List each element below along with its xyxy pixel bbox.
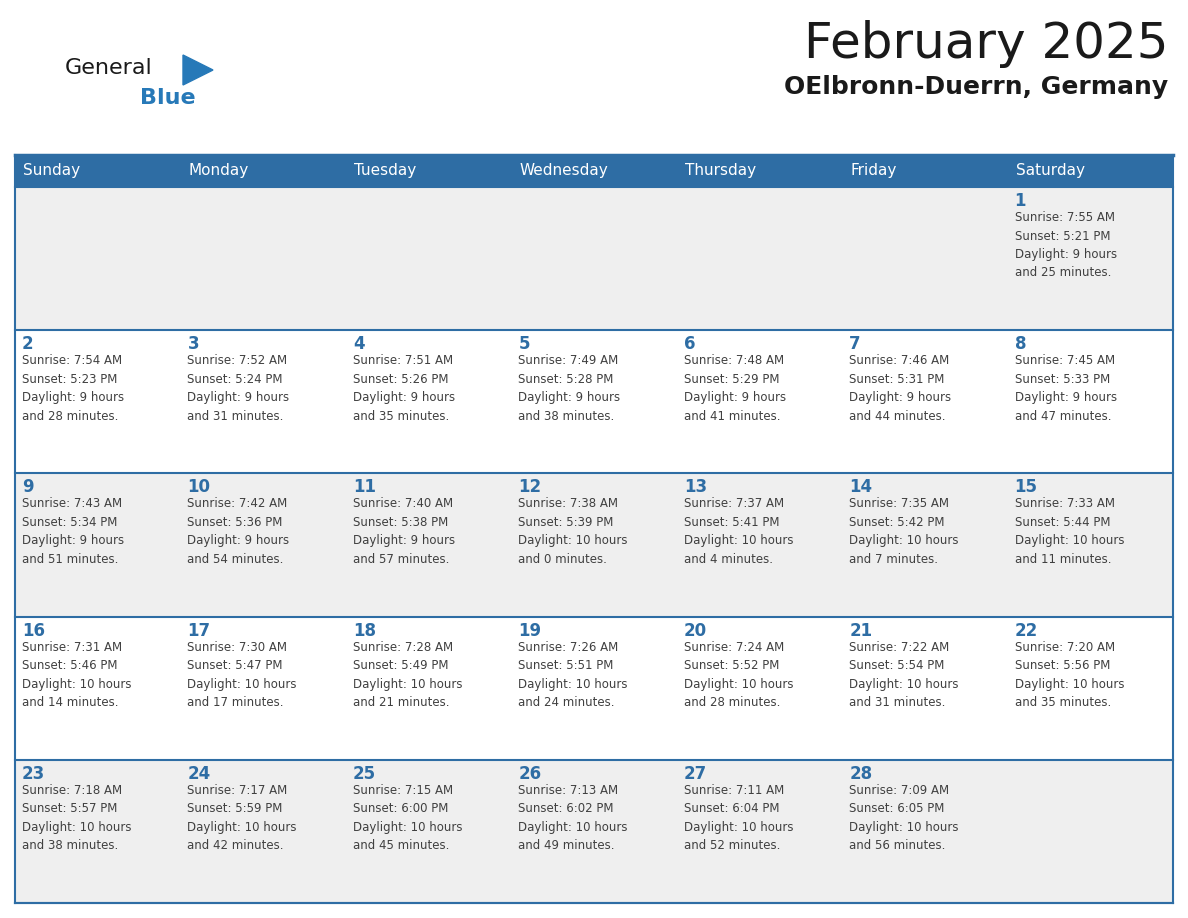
Text: Friday: Friday: [851, 163, 897, 178]
Text: Sunrise: 7:09 AM
Sunset: 6:05 PM
Daylight: 10 hours
and 56 minutes.: Sunrise: 7:09 AM Sunset: 6:05 PM Dayligh…: [849, 784, 959, 852]
Text: 6: 6: [684, 335, 695, 353]
Text: 1: 1: [1015, 192, 1026, 210]
Text: 21: 21: [849, 621, 872, 640]
Text: 22: 22: [1015, 621, 1038, 640]
Text: Wednesday: Wednesday: [519, 163, 608, 178]
Text: Sunrise: 7:52 AM
Sunset: 5:24 PM
Daylight: 9 hours
and 31 minutes.: Sunrise: 7:52 AM Sunset: 5:24 PM Dayligh…: [188, 354, 290, 422]
Text: 8: 8: [1015, 335, 1026, 353]
Text: Sunrise: 7:13 AM
Sunset: 6:02 PM
Daylight: 10 hours
and 49 minutes.: Sunrise: 7:13 AM Sunset: 6:02 PM Dayligh…: [518, 784, 627, 852]
Text: Sunrise: 7:28 AM
Sunset: 5:49 PM
Daylight: 10 hours
and 21 minutes.: Sunrise: 7:28 AM Sunset: 5:49 PM Dayligh…: [353, 641, 462, 709]
Text: Sunday: Sunday: [23, 163, 80, 178]
Text: 25: 25: [353, 765, 375, 783]
Text: Sunrise: 7:48 AM
Sunset: 5:29 PM
Daylight: 9 hours
and 41 minutes.: Sunrise: 7:48 AM Sunset: 5:29 PM Dayligh…: [684, 354, 785, 422]
Bar: [15, 760, 1173, 903]
Polygon shape: [183, 55, 213, 85]
Bar: [1007, 155, 1173, 187]
Text: 11: 11: [353, 478, 375, 497]
Text: Saturday: Saturday: [1016, 163, 1085, 178]
Text: Sunrise: 7:51 AM
Sunset: 5:26 PM
Daylight: 9 hours
and 35 minutes.: Sunrise: 7:51 AM Sunset: 5:26 PM Dayligh…: [353, 354, 455, 422]
Bar: [181, 155, 346, 187]
Bar: [677, 155, 842, 187]
Text: 20: 20: [684, 621, 707, 640]
Text: Sunrise: 7:43 AM
Sunset: 5:34 PM
Daylight: 9 hours
and 51 minutes.: Sunrise: 7:43 AM Sunset: 5:34 PM Dayligh…: [23, 498, 124, 565]
Text: Sunrise: 7:49 AM
Sunset: 5:28 PM
Daylight: 9 hours
and 38 minutes.: Sunrise: 7:49 AM Sunset: 5:28 PM Dayligh…: [518, 354, 620, 422]
Bar: [842, 155, 1007, 187]
Text: Sunrise: 7:46 AM
Sunset: 5:31 PM
Daylight: 9 hours
and 44 minutes.: Sunrise: 7:46 AM Sunset: 5:31 PM Dayligh…: [849, 354, 952, 422]
Text: 9: 9: [23, 478, 33, 497]
Text: 28: 28: [849, 765, 872, 783]
Text: Thursday: Thursday: [684, 163, 756, 178]
Bar: [15, 155, 181, 187]
Text: Sunrise: 7:42 AM
Sunset: 5:36 PM
Daylight: 9 hours
and 54 minutes.: Sunrise: 7:42 AM Sunset: 5:36 PM Dayligh…: [188, 498, 290, 565]
Text: Sunrise: 7:22 AM
Sunset: 5:54 PM
Daylight: 10 hours
and 31 minutes.: Sunrise: 7:22 AM Sunset: 5:54 PM Dayligh…: [849, 641, 959, 709]
Text: Sunrise: 7:37 AM
Sunset: 5:41 PM
Daylight: 10 hours
and 4 minutes.: Sunrise: 7:37 AM Sunset: 5:41 PM Dayligh…: [684, 498, 794, 565]
Text: 26: 26: [518, 765, 542, 783]
Bar: [346, 155, 511, 187]
Text: 18: 18: [353, 621, 375, 640]
Text: 24: 24: [188, 765, 210, 783]
Text: 7: 7: [849, 335, 861, 353]
Text: 15: 15: [1015, 478, 1037, 497]
Bar: [15, 617, 1173, 760]
Text: Sunrise: 7:20 AM
Sunset: 5:56 PM
Daylight: 10 hours
and 35 minutes.: Sunrise: 7:20 AM Sunset: 5:56 PM Dayligh…: [1015, 641, 1124, 709]
Text: OElbronn-Duerrn, Germany: OElbronn-Duerrn, Germany: [784, 75, 1168, 99]
Text: Sunrise: 7:24 AM
Sunset: 5:52 PM
Daylight: 10 hours
and 28 minutes.: Sunrise: 7:24 AM Sunset: 5:52 PM Dayligh…: [684, 641, 794, 709]
Text: Sunrise: 7:55 AM
Sunset: 5:21 PM
Daylight: 9 hours
and 25 minutes.: Sunrise: 7:55 AM Sunset: 5:21 PM Dayligh…: [1015, 211, 1117, 279]
Bar: [15, 187, 1173, 330]
Bar: [15, 330, 1173, 474]
Text: 10: 10: [188, 478, 210, 497]
Text: 27: 27: [684, 765, 707, 783]
Bar: [15, 474, 1173, 617]
Text: 23: 23: [23, 765, 45, 783]
Text: 2: 2: [23, 335, 33, 353]
Text: Sunrise: 7:35 AM
Sunset: 5:42 PM
Daylight: 10 hours
and 7 minutes.: Sunrise: 7:35 AM Sunset: 5:42 PM Dayligh…: [849, 498, 959, 565]
Text: 19: 19: [518, 621, 542, 640]
Text: Sunrise: 7:18 AM
Sunset: 5:57 PM
Daylight: 10 hours
and 38 minutes.: Sunrise: 7:18 AM Sunset: 5:57 PM Dayligh…: [23, 784, 132, 852]
Text: Sunrise: 7:40 AM
Sunset: 5:38 PM
Daylight: 9 hours
and 57 minutes.: Sunrise: 7:40 AM Sunset: 5:38 PM Dayligh…: [353, 498, 455, 565]
Text: Sunrise: 7:45 AM
Sunset: 5:33 PM
Daylight: 9 hours
and 47 minutes.: Sunrise: 7:45 AM Sunset: 5:33 PM Dayligh…: [1015, 354, 1117, 422]
Text: General: General: [65, 58, 153, 78]
Text: Sunrise: 7:54 AM
Sunset: 5:23 PM
Daylight: 9 hours
and 28 minutes.: Sunrise: 7:54 AM Sunset: 5:23 PM Dayligh…: [23, 354, 124, 422]
Text: Sunrise: 7:33 AM
Sunset: 5:44 PM
Daylight: 10 hours
and 11 minutes.: Sunrise: 7:33 AM Sunset: 5:44 PM Dayligh…: [1015, 498, 1124, 565]
Text: February 2025: February 2025: [803, 20, 1168, 68]
Text: Sunrise: 7:30 AM
Sunset: 5:47 PM
Daylight: 10 hours
and 17 minutes.: Sunrise: 7:30 AM Sunset: 5:47 PM Dayligh…: [188, 641, 297, 709]
Text: Blue: Blue: [140, 88, 196, 108]
Text: Monday: Monday: [189, 163, 248, 178]
Text: Sunrise: 7:26 AM
Sunset: 5:51 PM
Daylight: 10 hours
and 24 minutes.: Sunrise: 7:26 AM Sunset: 5:51 PM Dayligh…: [518, 641, 627, 709]
Text: Sunrise: 7:17 AM
Sunset: 5:59 PM
Daylight: 10 hours
and 42 minutes.: Sunrise: 7:17 AM Sunset: 5:59 PM Dayligh…: [188, 784, 297, 852]
Text: Sunrise: 7:38 AM
Sunset: 5:39 PM
Daylight: 10 hours
and 0 minutes.: Sunrise: 7:38 AM Sunset: 5:39 PM Dayligh…: [518, 498, 627, 565]
Bar: [511, 155, 677, 187]
Text: Sunrise: 7:11 AM
Sunset: 6:04 PM
Daylight: 10 hours
and 52 minutes.: Sunrise: 7:11 AM Sunset: 6:04 PM Dayligh…: [684, 784, 794, 852]
Text: 3: 3: [188, 335, 200, 353]
Text: 16: 16: [23, 621, 45, 640]
Text: Tuesday: Tuesday: [354, 163, 416, 178]
Text: Sunrise: 7:15 AM
Sunset: 6:00 PM
Daylight: 10 hours
and 45 minutes.: Sunrise: 7:15 AM Sunset: 6:00 PM Dayligh…: [353, 784, 462, 852]
Text: 4: 4: [353, 335, 365, 353]
Text: 14: 14: [849, 478, 872, 497]
Text: Sunrise: 7:31 AM
Sunset: 5:46 PM
Daylight: 10 hours
and 14 minutes.: Sunrise: 7:31 AM Sunset: 5:46 PM Dayligh…: [23, 641, 132, 709]
Text: 5: 5: [518, 335, 530, 353]
Text: 13: 13: [684, 478, 707, 497]
Text: 12: 12: [518, 478, 542, 497]
Text: 17: 17: [188, 621, 210, 640]
